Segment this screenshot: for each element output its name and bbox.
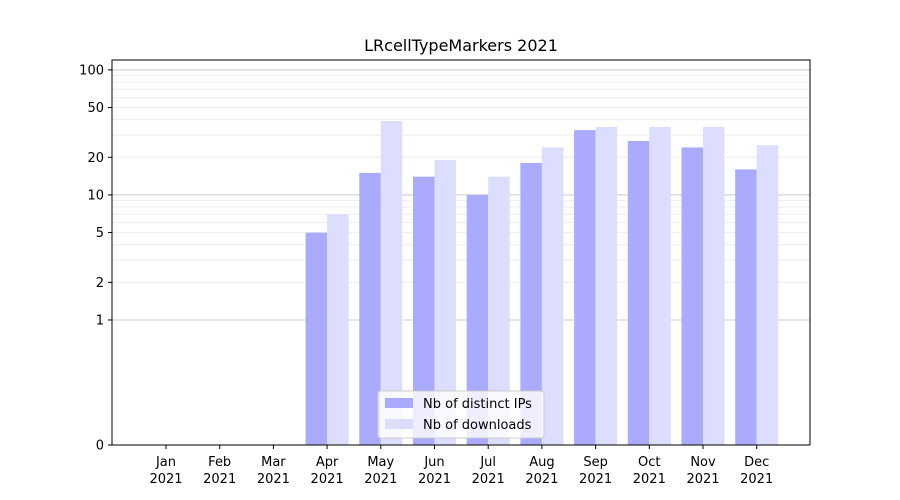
- y-tick-label: 20: [87, 151, 104, 166]
- x-tick-label-month: Dec: [744, 455, 769, 470]
- bar-downloads: [327, 214, 349, 445]
- x-tick-label-year: 2021: [686, 472, 719, 487]
- x-tick-label-month: Sep: [583, 455, 608, 470]
- bar-distinct-ips: [359, 172, 381, 445]
- bar-downloads: [541, 147, 564, 446]
- x-tick-label-year: 2021: [740, 472, 773, 487]
- legend-swatch: [385, 398, 413, 408]
- x-tick-label-month: Apr: [316, 455, 339, 470]
- legend-label: Nb of downloads: [423, 418, 532, 433]
- y-tick-label: 5: [96, 226, 104, 241]
- bar-distinct-ips: [681, 147, 703, 446]
- legend-swatch: [385, 419, 413, 429]
- x-tick-label-month: Mar: [261, 455, 286, 470]
- x-tick-label-year: 2021: [364, 472, 397, 487]
- x-tick-label-year: 2021: [472, 472, 505, 487]
- x-tick-label-year: 2021: [149, 472, 182, 487]
- x-tick-label-month: Oct: [638, 455, 660, 470]
- x-tick-label-month: Aug: [529, 455, 554, 470]
- x-tick-label-month: Jan: [155, 455, 176, 470]
- y-tick-label: 100: [79, 63, 104, 78]
- x-tick-label-year: 2021: [525, 472, 558, 487]
- y-tick-label: 0: [96, 439, 104, 454]
- y-tick-label: 2: [96, 276, 104, 291]
- bar-distinct-ips: [413, 176, 435, 445]
- x-tick-label-month: May: [367, 455, 394, 470]
- y-axis: 0 1 2 5 10 20 50 100: [79, 63, 112, 454]
- bar-downloads: [380, 121, 403, 446]
- x-tick-label-year: 2021: [418, 472, 451, 487]
- bar-downloads: [703, 126, 725, 446]
- legend-label: Nb of distinct IPs: [423, 397, 532, 412]
- plot-area-frame: [111, 59, 811, 446]
- x-tick-label-year: 2021: [633, 472, 666, 487]
- x-tick-label-month: Feb: [208, 455, 231, 470]
- x-tick-label-year: 2021: [579, 472, 612, 487]
- bar-downloads: [595, 126, 618, 446]
- y-tick-label: 1: [96, 313, 104, 328]
- bar-downloads: [434, 160, 456, 445]
- bar-downloads: [756, 145, 779, 445]
- y-tick-label: 10: [87, 188, 104, 203]
- bar-distinct-ips: [466, 194, 489, 445]
- x-axis: Jan 2021 Feb 2021 Mar 2021 Apr 2021 May 2021 Jun 20…: [149, 445, 773, 487]
- bar-downloads: [649, 126, 671, 446]
- bar-distinct-ips: [574, 130, 596, 445]
- x-tick-label-month: Jun: [423, 455, 444, 470]
- bars: [305, 121, 779, 446]
- x-tick-label-month: Jul: [479, 455, 496, 470]
- bar-distinct-ips: [627, 140, 650, 445]
- bar-distinct-ips: [305, 232, 328, 445]
- legend-box: [377, 390, 545, 439]
- x-tick-label-year: 2021: [257, 472, 290, 487]
- legend: Nb of distinct IPs Nb of downloads: [377, 390, 545, 439]
- bar-downloads: [488, 176, 510, 445]
- bar-distinct-ips: [735, 169, 757, 445]
- x-tick-label-year: 2021: [311, 472, 344, 487]
- y-tick-label: 50: [87, 101, 104, 116]
- x-tick-label-month: Nov: [690, 455, 716, 470]
- chart-title: LRcellTypeMarkers 2021: [364, 36, 558, 55]
- grid: [112, 69, 810, 321]
- bar-distinct-ips: [520, 163, 542, 445]
- x-tick-label-year: 2021: [203, 472, 236, 487]
